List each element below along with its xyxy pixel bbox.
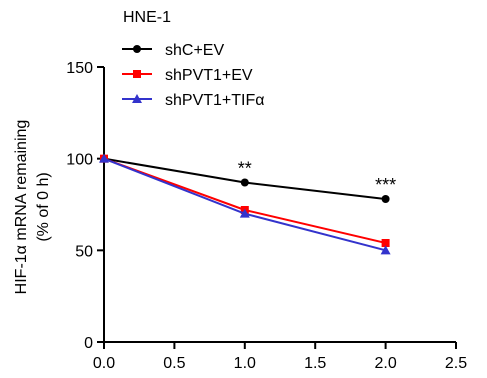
chart-title: HNE-1: [123, 9, 171, 26]
y-axis-ticks: 0 50 100 150: [66, 60, 104, 352]
data-point-shpvt1-tif: [380, 245, 391, 255]
x-tick-label: 0.5: [163, 355, 185, 372]
x-tick-label: 2.5: [445, 355, 467, 372]
y-axis-label-line-2: (% of 0 h): [35, 172, 52, 241]
legend: shC+EV shPVT1+EV shPVT1+TIFα: [122, 42, 265, 109]
legend-label-shpvt1-ev: shPVT1+EV: [165, 67, 253, 84]
data-point-shpvt1-tif: [239, 208, 250, 218]
y-axis-label-line-1: HIF-1α mRNA remaining: [13, 120, 30, 295]
y-tick-label: 100: [66, 152, 93, 169]
significance-annotation: **: [238, 159, 252, 179]
legend-marker-shpvt1-tifa: [132, 94, 142, 103]
data-point-shc-ev: [240, 178, 249, 187]
legend-marker-shpvt1-ev: [133, 70, 141, 78]
legend-item-shpvt1-tifa: shPVT1+TIFα: [122, 92, 265, 109]
axes: [103, 67, 456, 343]
legend-label-shpvt1-tifa: shPVT1+TIFα: [165, 92, 265, 109]
x-tick-label: 1.5: [304, 355, 326, 372]
legend-label-shc-ev: shC+EV: [165, 42, 224, 59]
series-layer: [99, 153, 391, 255]
data-point-shc-ev: [381, 195, 390, 203]
legend-marker-shc-ev: [133, 45, 141, 53]
x-axis-ticks: 0.0 0.5 1.0 1.5 2.0 2.5: [93, 342, 467, 372]
legend-item-shpvt1-ev: shPVT1+EV: [122, 67, 253, 84]
series-shpvt1-tif: [99, 153, 391, 255]
y-tick-label: 50: [75, 243, 93, 260]
data-point-shpvt1-tif: [99, 153, 109, 163]
x-tick-label: 0.0: [93, 355, 115, 372]
data-point-shpvt1-ev: [381, 239, 390, 247]
x-tick-label: 1.0: [234, 355, 256, 372]
legend-item-shc-ev: shC+EV: [122, 42, 224, 59]
y-tick-label: 0: [84, 335, 93, 352]
significance-annotation: ***: [375, 175, 396, 195]
x-tick-label: 2.0: [374, 355, 396, 372]
y-tick-label: 150: [66, 60, 93, 77]
y-axis-label: HIF-1α mRNA remaining (% of 0 h): [13, 120, 52, 295]
annotation-layer: *****: [238, 159, 396, 196]
